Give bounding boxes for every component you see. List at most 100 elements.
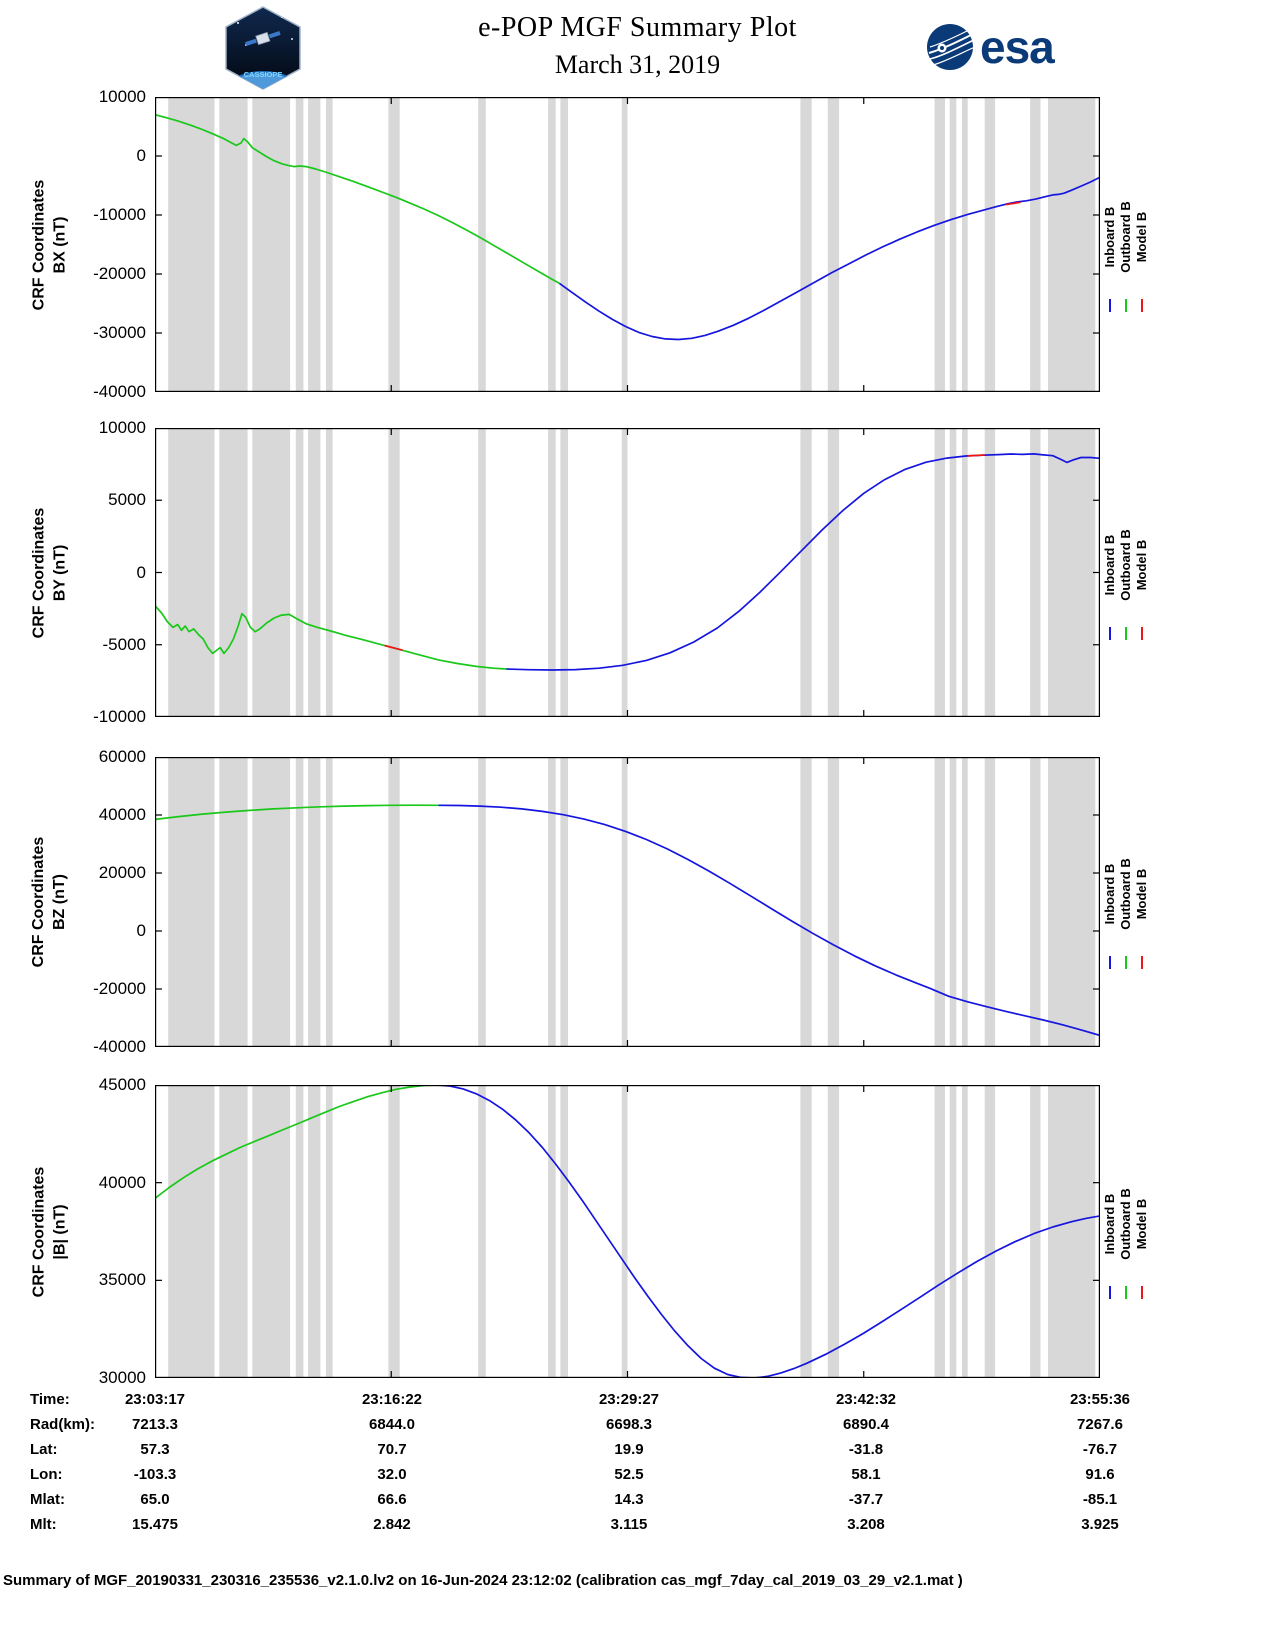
- data-gap-band: [827, 1085, 840, 1378]
- data-gap-band: [800, 428, 812, 717]
- data-gap-band: [827, 757, 840, 1047]
- bx-y-tick-label: 10000: [98, 87, 146, 106]
- table-row-label: Rad(km):: [30, 1416, 96, 1433]
- table-row-label: Time:: [30, 1391, 70, 1408]
- table-row-label: Lon:: [30, 1466, 63, 1483]
- table-cell: 14.3: [614, 1491, 644, 1508]
- table-cell: 6844.0: [369, 1416, 415, 1433]
- bx-axis-label: CRF Coordinates BX (nT): [28, 97, 70, 392]
- data-gap-band: [560, 97, 568, 392]
- data-gap-band: [934, 428, 945, 717]
- data-gap-band: [827, 428, 840, 717]
- data-gap-band: [548, 97, 556, 392]
- b_mag-y-tick-label: 35000: [98, 1270, 146, 1290]
- data-gap-band: [962, 428, 968, 717]
- b_mag-legend-label-outboard-b: Outboard B: [1118, 1187, 1133, 1260]
- data-gap-band: [1048, 97, 1096, 392]
- b_mag-y-tick-label: 40000: [98, 1172, 146, 1192]
- table-cell: 91.6: [1085, 1466, 1115, 1483]
- by-legend-tick-inboard-b: [1109, 626, 1111, 640]
- data-gap-band: [548, 428, 556, 717]
- cassiope-mission-patch-icon: CASSIOPE: [225, 6, 301, 90]
- data-gap-band: [168, 757, 215, 1047]
- inboard-b-trace: [436, 1085, 1100, 1378]
- data-gap-band: [295, 97, 304, 392]
- data-gap-band: [168, 1085, 215, 1378]
- data-gap-band: [800, 757, 812, 1047]
- table-cell: 57.3: [140, 1441, 170, 1458]
- b_mag-legend-tick-outboard-b: [1125, 1285, 1127, 1299]
- bz-legend-tick-inboard-b: [1109, 956, 1111, 969]
- table-cell: -85.1: [1082, 1491, 1118, 1508]
- table-row-label: Lat:: [30, 1441, 58, 1458]
- data-gap-band: [478, 757, 486, 1047]
- table-cell: 7213.3: [132, 1416, 178, 1433]
- bx-y-tick-label: -30000: [93, 323, 146, 342]
- data-gap-band: [949, 97, 957, 392]
- data-gap-band: [949, 757, 957, 1047]
- data-gap-band: [934, 97, 945, 392]
- b_mag-legend-tick-inboard-b: [1109, 1285, 1111, 1299]
- table-cell: -103.3: [133, 1466, 177, 1483]
- table-row-label: Mlat:: [30, 1491, 65, 1508]
- data-gap-band: [326, 757, 333, 1047]
- by-legend-label-outboard-b: Outboard B: [1118, 528, 1133, 601]
- bz-legend-tick-model-b: [1141, 956, 1143, 969]
- data-gap-band: [800, 97, 812, 392]
- data-gap-band: [388, 428, 400, 717]
- data-gap-band: [1030, 428, 1041, 717]
- b_mag-axis-label-line1: CRF Coordinates: [30, 1166, 47, 1297]
- data-gap-band: [984, 428, 996, 717]
- bz-y-tick-label: -40000: [93, 1037, 146, 1056]
- by-y-tick-label: 0: [136, 562, 146, 582]
- by-plot: [155, 428, 1100, 717]
- data-gap-band: [621, 428, 628, 717]
- data-gap-band: [219, 1085, 248, 1378]
- data-gap-band: [1030, 97, 1041, 392]
- bx-y-tick-label: -40000: [93, 382, 146, 401]
- b_mag-y-tick-label: 30000: [98, 1368, 146, 1387]
- data-gap-band: [308, 757, 321, 1047]
- table-cell: 70.7: [377, 1441, 407, 1458]
- mission-patch-label: CASSIOPE: [244, 70, 283, 79]
- data-gap-band: [560, 1085, 568, 1378]
- bz-y-tick-label: 60000: [98, 747, 146, 766]
- data-gap-band: [252, 97, 291, 392]
- by-y-tick-label: 5000: [108, 490, 146, 510]
- bz-plot: [155, 757, 1100, 1047]
- esa-logo: esa: [925, 22, 1055, 72]
- by-axis-label: CRF Coordinates BY (nT): [28, 428, 70, 717]
- data-gap-band: [295, 757, 304, 1047]
- footer-summary-text: Summary of MGF_20190331_230316_235536_v2…: [3, 1572, 963, 1589]
- data-gap-band: [326, 97, 333, 392]
- data-gap-band: [1048, 757, 1096, 1047]
- by-legend-tick-outboard-b: [1125, 626, 1127, 640]
- data-gap-band: [388, 97, 400, 392]
- data-gap-band: [219, 97, 248, 392]
- data-gap-band: [478, 97, 486, 392]
- b_mag-axis-label-line2: |B| (nT): [51, 1203, 68, 1260]
- bx-y-tick-label: 0: [136, 146, 146, 165]
- by-y-tick-label: 10000: [98, 418, 146, 437]
- data-gap-band: [1030, 1085, 1041, 1378]
- table-cell: 58.1: [851, 1466, 881, 1483]
- table-cell: 3.115: [610, 1516, 648, 1533]
- data-gap-band: [560, 428, 568, 717]
- table-cell: 19.9: [614, 1441, 644, 1458]
- bz-y-tick-label: 40000: [98, 805, 146, 824]
- table-cell: 3.925: [1081, 1516, 1119, 1533]
- data-gap-band: [827, 97, 840, 392]
- data-gap-band: [326, 428, 333, 717]
- by-y-tick-label: -5000: [102, 634, 146, 654]
- data-gap-band: [295, 1085, 304, 1378]
- bz-y-tick-label: 0: [136, 921, 146, 940]
- data-gap-band: [326, 1085, 333, 1378]
- table-cell: 23:16:22: [361, 1391, 423, 1408]
- bz-axis-label: CRF Coordinates BZ (nT): [28, 757, 70, 1047]
- table-cell: 66.6: [377, 1491, 407, 1508]
- bz-legend-label-outboard-b: Outboard B: [1118, 858, 1133, 930]
- data-gap-band: [1048, 1085, 1096, 1378]
- bx-legend-label-inboard-b: Inboard B: [1102, 206, 1117, 267]
- table-cell: 15.475: [132, 1516, 178, 1533]
